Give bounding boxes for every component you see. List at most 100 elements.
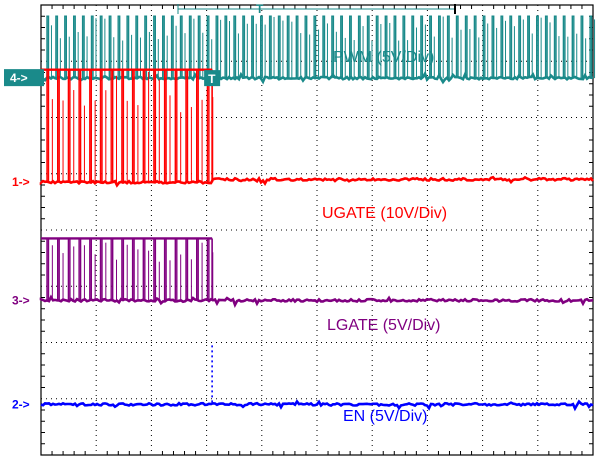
trace-4-pulse: [553, 15, 557, 79]
trace-1-pulse: [67, 69, 71, 183]
trace-4-pulse: [411, 15, 415, 79]
trace-1-baseline: [39, 175, 594, 188]
trace-4-pulse: [536, 15, 539, 79]
trace-4-pulse: [233, 15, 237, 79]
trace-4-pulse: [464, 15, 468, 79]
trace-4-pulse: [197, 15, 201, 79]
trace-4-pulse: [402, 15, 406, 79]
trace-3-pulse: [78, 237, 82, 301]
trace-4-pulse: [349, 15, 352, 79]
trace-4-pulse: [99, 15, 103, 79]
trace-1-pulse: [185, 69, 189, 183]
trace-4-pulse: [527, 15, 530, 79]
trace-4-pulse: [571, 15, 575, 79]
trace-4-pulse: [81, 15, 85, 79]
trace-1-pulse: [196, 69, 199, 183]
trace-4-pulse: [357, 15, 361, 79]
trace-4-pulse: [215, 15, 219, 79]
time-bracket-t-label: T: [256, 2, 264, 16]
trace-4-pulse: [322, 15, 326, 79]
trace-3-pulse: [99, 237, 103, 301]
trace-4-pulse: [438, 15, 441, 79]
trace-3-pulse: [131, 237, 135, 301]
trace-4-pulse: [393, 15, 397, 79]
channel-marker-2: 2->: [12, 397, 30, 411]
trace-3-baseline: [39, 294, 594, 308]
trace-4-pulse: [73, 15, 76, 79]
trace-1-pulse: [131, 69, 135, 183]
trace-4-pulse: [446, 15, 450, 79]
channel-marker-3: 3->: [12, 293, 30, 307]
trace-4-pulse: [544, 15, 548, 79]
trace-4-pulse: [500, 15, 504, 79]
trace-4-pulse: [90, 15, 94, 79]
trace-4-pulse: [46, 15, 50, 79]
trace-4-pulse: [313, 15, 317, 79]
trace-3-pulse: [110, 237, 114, 301]
trigger-point-t-label: T: [208, 72, 216, 86]
trace-4-pulse: [491, 15, 495, 79]
trace-2-baseline: [40, 399, 594, 412]
trace-4-pulse: [384, 15, 388, 79]
trace-1-pulse: [110, 69, 114, 183]
trigger-indicators: T T: [177, 2, 456, 87]
trace-1-pulse: [99, 69, 103, 183]
trace-3-pulse: [46, 237, 50, 301]
trace-4-pulse: [482, 15, 486, 79]
trace-4-pulse: [295, 15, 299, 79]
trace-4-pulse: [375, 15, 379, 79]
trace-3-pulse: [57, 237, 60, 301]
trace-4-pulse: [331, 15, 335, 79]
series-label-lgate: LGATE (5V/Div): [327, 317, 441, 334]
series-label-ugate: UGATE (10V/Div): [322, 205, 447, 222]
channel-marker-1: 1->: [12, 175, 30, 189]
trace-4-pulse: [242, 15, 246, 79]
time-bracket: T: [177, 2, 456, 16]
trace-4-pulse: [518, 15, 522, 79]
trace-1-pulse: [174, 69, 178, 183]
trace-4-pulse: [206, 15, 210, 79]
trace-4-pulse: [55, 15, 59, 79]
trace-4-pulse: [366, 15, 370, 79]
trace-4-pulse: [589, 15, 593, 79]
trace-1-pulse: [57, 69, 60, 183]
trace-3-pulse: [67, 237, 71, 301]
trace-labels: PWM (5V/Div) UGATE (10V/Div) LGATE (5V/D…: [322, 49, 447, 425]
trace-1-pulse: [121, 69, 125, 183]
trace-4-pulse: [509, 15, 513, 79]
series-label-en: EN (5V/Div): [343, 408, 427, 425]
trace-4-pulse: [179, 15, 183, 79]
trace-4-pulse: [473, 15, 477, 79]
trace-4-pulse: [429, 15, 432, 79]
trace-3-pulse: [206, 237, 210, 301]
trace-4-pulse: [304, 15, 308, 79]
trace-1-pulse: [153, 69, 157, 183]
trace-4-pulse: [162, 15, 165, 79]
trace-1-pulse: [46, 69, 50, 183]
trace-4-pulse: [144, 15, 148, 79]
trace-1-pulse: [89, 69, 92, 183]
trace-4-pulse: [126, 15, 130, 79]
channel-marker-4-label: 4->: [10, 71, 28, 85]
graticule: [40, 4, 594, 456]
trace-4-pulse: [153, 15, 156, 79]
trace-4-pulse: [455, 15, 459, 79]
series-label-pwm: PWM (5V/Div): [333, 49, 434, 66]
trace-4-pulse: [286, 15, 290, 79]
trace-3-pulse: [196, 237, 199, 301]
trace-4-pulse: [580, 15, 584, 79]
channel-marker-4: 4->: [4, 69, 44, 87]
trace-4-pulse: [170, 15, 174, 79]
trace-3-pulse: [153, 237, 157, 301]
trace-4-pulse: [277, 15, 281, 79]
trace-4-pulse: [420, 15, 424, 79]
trace-3-pulse: [185, 237, 189, 301]
trace-3-pulse: [174, 237, 178, 301]
trace-4-pulse: [268, 15, 272, 79]
trace-3-pulse: [89, 237, 92, 301]
trace-4-pulse: [117, 15, 121, 79]
trace-3-pulse: [163, 237, 167, 301]
trace-4-pulse: [224, 15, 228, 79]
trace-4-pulse: [64, 15, 67, 79]
